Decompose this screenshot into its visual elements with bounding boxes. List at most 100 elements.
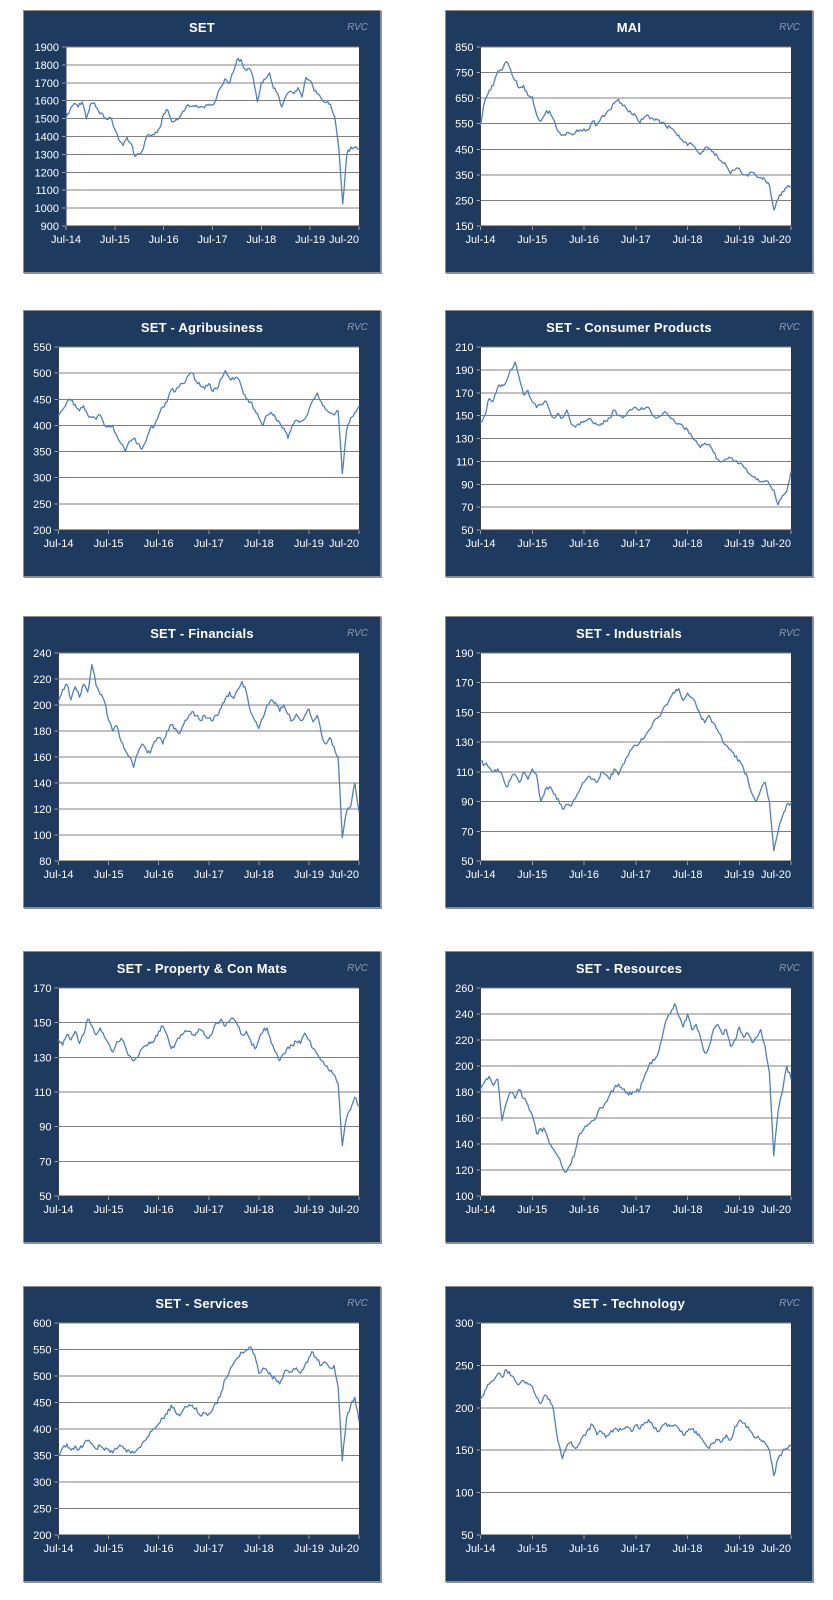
x-tick-label: Jul-18: [244, 869, 274, 881]
chart-title: SET - Consumer Products: [546, 320, 712, 335]
y-tick-label: 1900: [35, 42, 59, 54]
chart-title: SET - Financials: [150, 626, 254, 641]
y-tick-label: 130: [33, 1052, 51, 1064]
y-tick-label: 250: [33, 1504, 51, 1516]
chart-plot-area: 50 70 90 110 130 150 170 190 Jul-14 Jul-15 Jul-16 J…: [455, 648, 792, 881]
y-tick-label: 160: [33, 752, 51, 764]
y-tick-label: 1200: [35, 167, 59, 179]
x-tick-label: Jul-17: [621, 1204, 651, 1216]
y-tick-label: 400: [33, 1424, 51, 1436]
y-tick-label: 90: [461, 479, 473, 491]
chart-plot-area: 50 70 90 110 130 150 170 190 210 Jul-14 Jul-15 Jul-…: [455, 342, 792, 550]
y-tick-label: 180: [455, 1087, 473, 1099]
y-tick-label: 250: [455, 195, 473, 207]
series-line: [479, 688, 792, 852]
x-tick-label: Jul-16: [569, 538, 599, 550]
x-tick-label: Jul-16: [149, 234, 179, 246]
y-tick-label: 120: [455, 1165, 473, 1177]
plot-background: [480, 653, 791, 861]
x-tick-label: Jul-18: [673, 1543, 703, 1555]
x-tick-label: Jul-19: [724, 234, 754, 246]
y-tick-label: 1600: [35, 96, 59, 108]
x-tick-label: Jul-14: [466, 869, 496, 881]
y-tick-label: 200: [455, 1061, 473, 1073]
y-tick-label: 450: [455, 144, 473, 156]
y-tick-label: 130: [455, 434, 473, 446]
x-tick-label: Jul-20: [329, 234, 359, 246]
x-tick-label: Jul-19: [724, 1204, 754, 1216]
chart-title: SET: [189, 20, 215, 35]
y-tick-label: 200: [33, 525, 51, 537]
x-tick-label: Jul-16: [569, 869, 599, 881]
chart-set-consumer-products: SET - Consumer Products RVC 50 70 90 110 130…: [445, 310, 813, 577]
watermark-rvc: RVC: [347, 322, 368, 333]
y-tick-label: 90: [461, 797, 473, 809]
chart-title: SET - Industrials: [576, 626, 682, 641]
x-tick-label: Jul-15: [517, 234, 547, 246]
y-tick-label: 90: [39, 1122, 51, 1134]
y-tick-label: 200: [455, 1403, 473, 1415]
x-tick-label: Jul-14: [466, 234, 496, 246]
x-tick-label: Jul-15: [517, 538, 547, 550]
chart-set-industrials: SET - Industrials RVC 50 70 90 110 130 150 170…: [445, 616, 813, 908]
chart-plot-area: 900 1000 1100 1200 1300 1400 1500 1600 1700 1800 1…: [35, 42, 360, 246]
y-tick-label: 150: [455, 221, 473, 233]
x-tick-label: Jul-19: [724, 1543, 754, 1555]
y-tick-label: 210: [455, 342, 473, 354]
y-tick-label: 240: [33, 648, 51, 660]
x-tick-label: Jul-20: [761, 1204, 791, 1216]
watermark-rvc: RVC: [347, 963, 368, 974]
chart-plot-area: 200 250 300 350 400 450 500 550 600 Jul-14 Jul-15 J…: [33, 1318, 360, 1555]
x-tick-label: Jul-18: [246, 234, 276, 246]
y-tick-label: 600: [33, 1318, 51, 1330]
chart-mai: MAI RVC 150 250 350 450 550 650 750 850 Jul-14 Ju…: [445, 10, 813, 273]
x-tick-label: Jul-14: [44, 1543, 74, 1555]
x-tick-label: Jul-18: [673, 234, 703, 246]
x-tick-label: Jul-15: [517, 869, 547, 881]
y-tick-label: 400: [33, 420, 51, 432]
y-tick-label: 850: [455, 42, 473, 54]
y-tick-label: 170: [455, 678, 473, 690]
x-tick-label: Jul-17: [198, 234, 228, 246]
x-tick-label: Jul-20: [329, 538, 359, 550]
y-tick-label: 250: [33, 499, 51, 511]
y-tick-label: 170: [455, 388, 473, 400]
y-tick-label: 50: [461, 1530, 473, 1542]
y-tick-label: 140: [455, 1139, 473, 1151]
x-tick-label: Jul-18: [673, 1204, 703, 1216]
series-line: [479, 1002, 792, 1173]
y-tick-label: 300: [33, 473, 51, 485]
chart-title: SET - Technology: [572, 1296, 686, 1311]
x-tick-label: Jul-17: [194, 1543, 224, 1555]
y-tick-label: 150: [33, 1018, 51, 1030]
chart-title: SET - Services: [155, 1296, 249, 1311]
y-tick-label: 130: [455, 737, 473, 749]
x-tick-label: Jul-19: [294, 1204, 324, 1216]
y-tick-label: 1500: [35, 114, 59, 126]
series-line: [57, 664, 360, 839]
plot-background: [480, 1323, 791, 1535]
series-line: [479, 1368, 792, 1477]
y-tick-label: 1300: [35, 149, 59, 161]
y-tick-label: 750: [455, 68, 473, 80]
y-tick-label: 150: [455, 707, 473, 719]
x-tick-label: Jul-16: [569, 1204, 599, 1216]
y-tick-label: 900: [41, 221, 59, 233]
x-tick-label: Jul-14: [44, 1204, 74, 1216]
chart-set-agribusiness: SET - Agribusiness RVC 200 250 300 350 400 45…: [23, 310, 381, 577]
y-tick-label: 180: [33, 726, 51, 738]
y-tick-label: 100: [33, 830, 51, 842]
chart-set-resources: SET - Resources RVC 100 120 140 160 180 200 22…: [445, 951, 813, 1243]
y-tick-label: 1000: [35, 203, 59, 215]
y-tick-label: 300: [33, 1477, 51, 1489]
chart-plot-area: 50 70 90 110 130 150 170 Jul-14 Jul-15 Jul-16 Jul-…: [33, 983, 360, 1216]
x-tick-label: Jul-16: [569, 234, 599, 246]
x-tick-label: Jul-15: [517, 1204, 547, 1216]
y-tick-label: 190: [455, 648, 473, 660]
x-tick-label: Jul-15: [94, 1204, 124, 1216]
x-tick-label: Jul-19: [724, 538, 754, 550]
x-tick-label: Jul-20: [761, 538, 791, 550]
chart-plot-area: 200 250 300 350 400 450 500 550 Jul-14 Jul-15 Jul-…: [33, 342, 360, 550]
y-tick-label: 70: [461, 826, 473, 838]
